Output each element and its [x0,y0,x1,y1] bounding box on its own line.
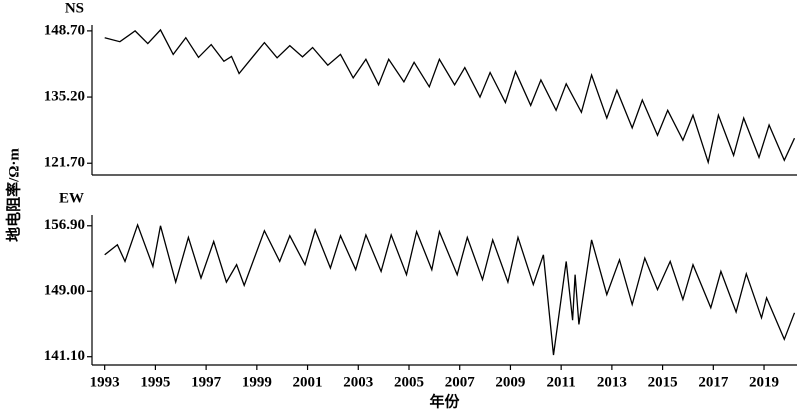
y-tick-label: 148.70 [44,22,85,38]
x-tick-label: 2005 [394,374,424,390]
y-tick-label: 141.10 [44,348,85,364]
y-tick-label: 135.20 [44,88,85,104]
x-tick-label: 2001 [293,374,323,390]
x-tick-label: 1999 [242,374,272,390]
x-tick-label: 2009 [495,374,525,390]
y-tick-label: 121.70 [44,155,85,171]
x-tick-label: 2019 [749,374,779,390]
x-tick-label: 2003 [343,374,373,390]
x-tick-label: 2013 [597,374,627,390]
panel-title: NS [65,0,84,16]
panel-title: EW [59,190,84,206]
x-tick-label: 2017 [698,374,729,390]
y-axis-label: 地电阻率/Ω·m [4,148,22,242]
y-tick-label: 149.00 [44,283,85,299]
data-line [104,222,796,356]
x-tick-label: 1993 [90,374,120,390]
x-tick-label: 2007 [445,374,476,390]
x-tick-label: 2015 [648,374,678,390]
x-tick-label: 1995 [140,374,170,390]
x-axis-label: 年份 [429,392,460,410]
x-tick-label: 1997 [191,374,222,390]
x-tick-label: 2011 [547,374,576,390]
y-tick-label: 156.90 [44,217,85,233]
data-line [104,28,796,165]
